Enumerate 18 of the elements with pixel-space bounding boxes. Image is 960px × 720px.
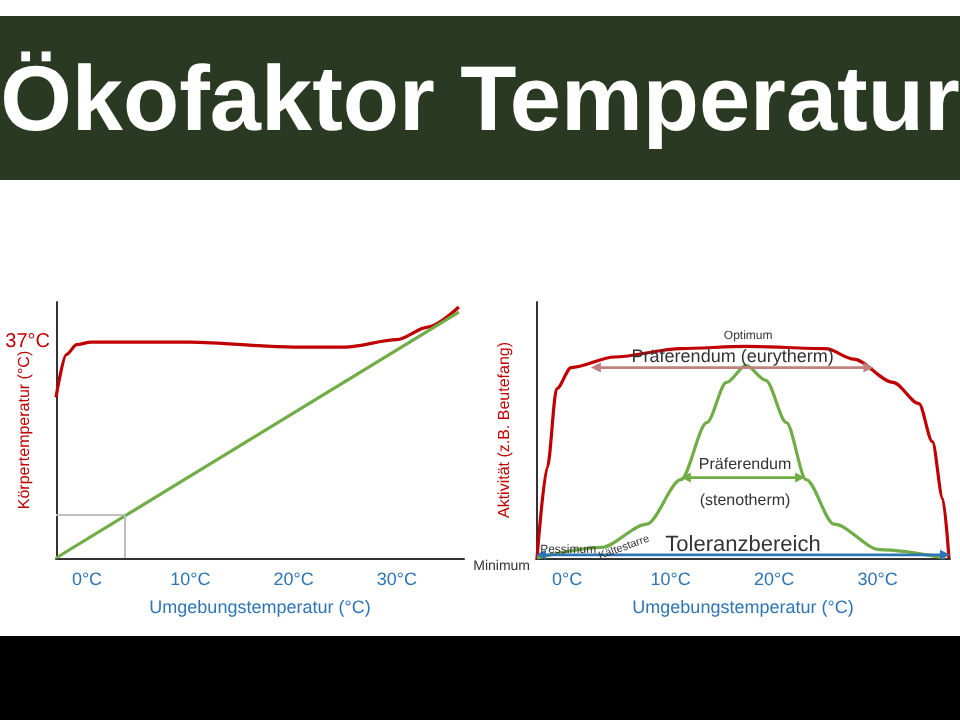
x-tick-label: 10°C bbox=[650, 569, 692, 589]
y-axis-title: Aktivität (z.B. Beutefang) bbox=[495, 341, 513, 519]
annotation: Präferendum (eurytherm) bbox=[631, 345, 834, 366]
annotation: Präferendum bbox=[698, 455, 792, 474]
x-tick-label: 0°C bbox=[551, 569, 584, 589]
x-tick-label: 0°C bbox=[71, 569, 104, 589]
x-tick-label: 30°C bbox=[857, 569, 899, 589]
chart-title: Ökofaktor Temperatur bbox=[0, 16, 960, 180]
x-axis-title: Umgebungstemperatur (°C) bbox=[632, 597, 854, 617]
annotation: (stenotherm) bbox=[699, 491, 792, 510]
x-tick-label: 20°C bbox=[273, 569, 315, 589]
x-tick-label: 10°C bbox=[170, 569, 212, 589]
annotation: Toleranzbereich bbox=[665, 533, 821, 558]
y-axis-title: Körpertemperatur (°C) bbox=[15, 350, 33, 510]
text: 37°C bbox=[5, 331, 50, 354]
x-tick-label: 30°C bbox=[376, 569, 418, 589]
x-axis-title: Umgebungstemperatur (°C) bbox=[149, 597, 371, 617]
x-tick-label: 20°C bbox=[753, 569, 796, 589]
